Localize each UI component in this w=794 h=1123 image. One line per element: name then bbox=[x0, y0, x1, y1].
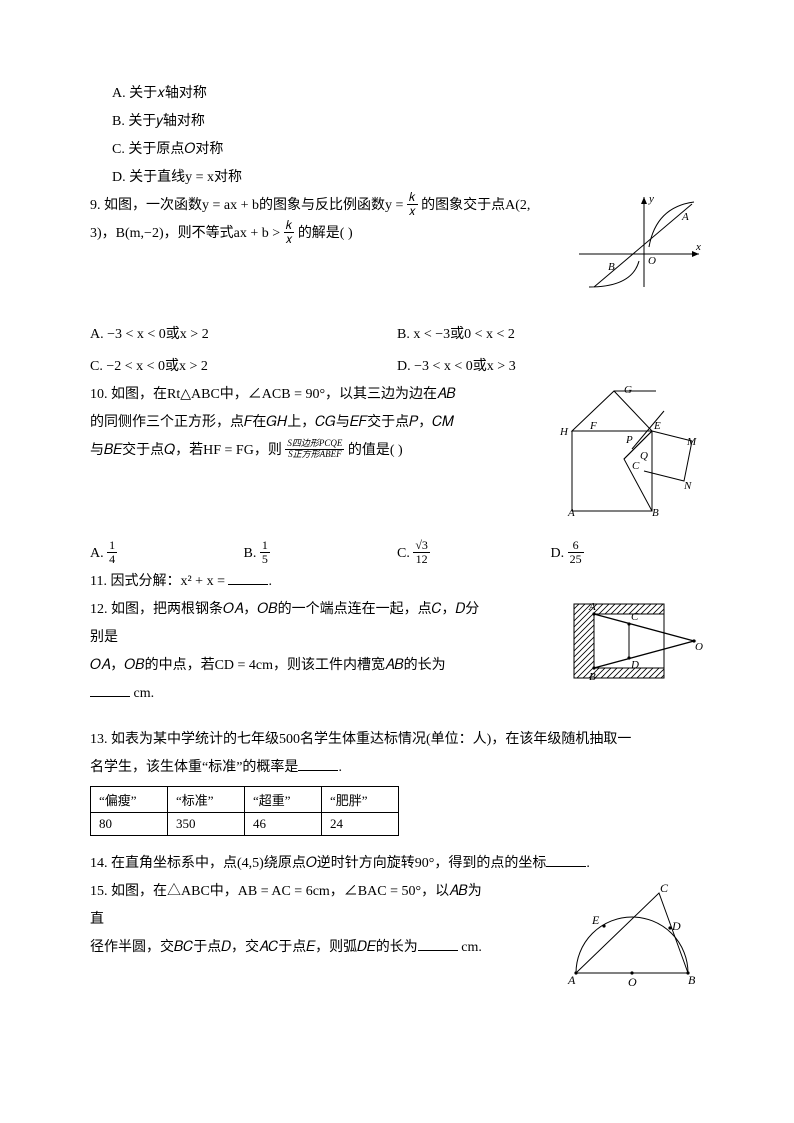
q12-figure: A B C D O bbox=[569, 596, 704, 691]
blank bbox=[546, 852, 586, 867]
q14-a: 14. 在直角坐标系中，点(4,5)绕原点𝑂逆时针方向旋转90°，得到的点的坐标 bbox=[90, 856, 546, 871]
q10-l3a: 与𝐵𝐸交于点𝑄，若HF = FG，则 bbox=[90, 443, 282, 458]
q13-l2: 名学生，该生体重“标准”的概率是. bbox=[90, 754, 704, 782]
svg-text:B: B bbox=[652, 507, 659, 519]
th: “超重” bbox=[245, 787, 322, 813]
frac-kx: 𝑘𝑥 bbox=[407, 191, 418, 218]
q11-b: . bbox=[268, 574, 272, 589]
svg-text:A: A bbox=[567, 507, 575, 519]
svg-text:C: C bbox=[660, 881, 669, 895]
q12-l2a: 𝑂𝐴，𝑂𝐵的中点，若CD = 4cm，则该工件内槽宽𝐴𝐵的长为 bbox=[90, 658, 446, 673]
svg-text:E: E bbox=[653, 420, 661, 432]
q9-opt-b: B. x < −3或0 < x < 2 bbox=[397, 321, 704, 349]
svg-text:C: C bbox=[632, 460, 640, 472]
q15-figure: A B C D E O bbox=[564, 878, 704, 998]
q10-figure: A B C E F G H M N P Q bbox=[554, 381, 704, 526]
q12-l2b: cm. bbox=[134, 686, 155, 701]
svg-text:O: O bbox=[695, 641, 703, 653]
svg-text:B: B bbox=[608, 261, 615, 273]
opt-d: D. 关于直线y = x对称 bbox=[112, 164, 704, 192]
th: “偏瘦” bbox=[91, 787, 168, 813]
table-row: 80 350 46 24 bbox=[91, 813, 399, 836]
q9-stem-line1: 9. 如图，一次函数y = ax + b的图象与反比例函数y = 𝑘𝑥 的图象交… bbox=[90, 192, 704, 220]
th: “标准” bbox=[168, 787, 245, 813]
q12-l2: 𝑂𝐴，𝑂𝐵的中点，若CD = 4cm，则该工件内槽宽𝐴𝐵的长为 cm. bbox=[90, 652, 485, 708]
q10-opt-a: A. 14 bbox=[90, 540, 244, 568]
q9-stem-b: 的图象交于点A(2, bbox=[421, 198, 530, 213]
q10-l2: 的同侧作三个正方形，点𝐹在𝐺𝐻上，𝐶𝐺与𝐸𝐹交于点𝑃，𝐶𝑀 bbox=[90, 409, 460, 437]
q14-b: . bbox=[586, 856, 590, 871]
svg-text:O: O bbox=[628, 975, 637, 989]
svg-text:A: A bbox=[567, 973, 576, 987]
svg-text:E: E bbox=[591, 913, 600, 927]
q10-opt-d: D. 625 bbox=[551, 540, 705, 568]
svg-text:B: B bbox=[688, 973, 696, 987]
q11-a: 11. 因式分解：x² + x = bbox=[90, 574, 228, 589]
q9-l2a: 3)，B(m,−2)，则不等式ax + b > bbox=[90, 226, 284, 241]
q15-l2a: 径作半圆，交𝐵𝐶于点𝐷，交𝐴𝐶于点𝐸，则弧𝐷𝐸的长为 bbox=[90, 940, 418, 955]
q9-l2b: 的解是( ) bbox=[298, 226, 353, 241]
q13-l2b: . bbox=[338, 760, 342, 775]
svg-text:H: H bbox=[559, 426, 569, 438]
q10-frac: S四边形PCQES正方形ABEF bbox=[285, 439, 344, 460]
svg-text:C: C bbox=[631, 611, 639, 623]
q10-l1: 10. 如图，在Rt△ABC中，∠ACB = 90°，以其三边为边在𝐴𝐵 bbox=[90, 381, 460, 409]
svg-text:O: O bbox=[648, 255, 656, 267]
svg-text:N: N bbox=[683, 480, 692, 492]
q10-opt-b: B. 15 bbox=[244, 540, 398, 568]
q10-l3b: 的值是( ) bbox=[348, 443, 403, 458]
th: “肥胖” bbox=[322, 787, 399, 813]
q9-stem-a: 9. 如图，一次函数y = ax + b的图象与反比例函数y = bbox=[90, 198, 407, 213]
td: 350 bbox=[168, 813, 245, 836]
opt-c: C. 关于原点𝑂对称 bbox=[112, 136, 704, 164]
blank bbox=[418, 936, 458, 951]
opt-b: B. 关于𝑦轴对称 bbox=[112, 108, 704, 136]
q15-l2: 径作半圆，交𝐵𝐶于点𝐷，交𝐴𝐶于点𝐸，则弧𝐷𝐸的长为 cm. bbox=[90, 934, 485, 962]
q13-l1: 13. 如表为某中学统计的七年级500名学生体重达标情况(单位：人)，在该年级随… bbox=[90, 726, 704, 754]
q9-opt-d: D. −3 < x < 0或x > 3 bbox=[397, 353, 704, 381]
svg-text:G: G bbox=[624, 384, 632, 396]
q9-opt-c: C. −2 < x < 0或x > 2 bbox=[90, 353, 397, 381]
svg-text:B: B bbox=[589, 671, 596, 683]
q12-l1: 12. 如图，把两根钢条𝑂𝐴，𝑂𝐵的一个端点连在一起，点𝐶，𝐷分别是 bbox=[90, 596, 485, 652]
q10-opt-c: C. √312 bbox=[397, 540, 551, 568]
q14: 14. 在直角坐标系中，点(4,5)绕原点𝑂逆时针方向旋转90°，得到的点的坐标… bbox=[90, 850, 704, 878]
blank bbox=[90, 682, 130, 697]
blank bbox=[228, 570, 268, 585]
q15-l2b: cm. bbox=[461, 940, 482, 955]
q9-opt-a: A. −3 < x < 0或x > 2 bbox=[90, 321, 397, 349]
td: 46 bbox=[245, 813, 322, 836]
q13-l2a: 名学生，该生体重“标准”的概率是 bbox=[90, 760, 298, 775]
svg-text:Q: Q bbox=[640, 450, 648, 462]
q15-l1: 15. 如图，在△ABC中，AB = AC = 6cm，∠BAC = 50°，以… bbox=[90, 878, 485, 934]
frac-kx2: 𝑘𝑥 bbox=[284, 219, 295, 246]
svg-text:M: M bbox=[686, 436, 697, 448]
q13-table: “偏瘦” “标准” “超重” “肥胖” 80 350 46 24 bbox=[90, 786, 399, 836]
q9-stem-line2: 3)，B(m,−2)，则不等式ax + b > 𝑘𝑥 的解是( ) bbox=[90, 220, 704, 248]
svg-text:F: F bbox=[589, 420, 597, 432]
td: 24 bbox=[322, 813, 399, 836]
td: 80 bbox=[91, 813, 168, 836]
svg-text:A: A bbox=[588, 601, 596, 613]
table-row: “偏瘦” “标准” “超重” “肥胖” bbox=[91, 787, 399, 813]
q11: 11. 因式分解：x² + x = . bbox=[90, 568, 704, 596]
svg-text:P: P bbox=[625, 434, 633, 446]
opt-a: A. 关于𝑥轴对称 bbox=[112, 80, 704, 108]
q10-l3: 与𝐵𝐸交于点𝑄，若HF = FG，则 S四边形PCQES正方形ABEF 的值是(… bbox=[90, 437, 460, 465]
blank bbox=[298, 756, 338, 771]
svg-text:D: D bbox=[671, 919, 681, 933]
svg-text:D: D bbox=[630, 659, 639, 671]
